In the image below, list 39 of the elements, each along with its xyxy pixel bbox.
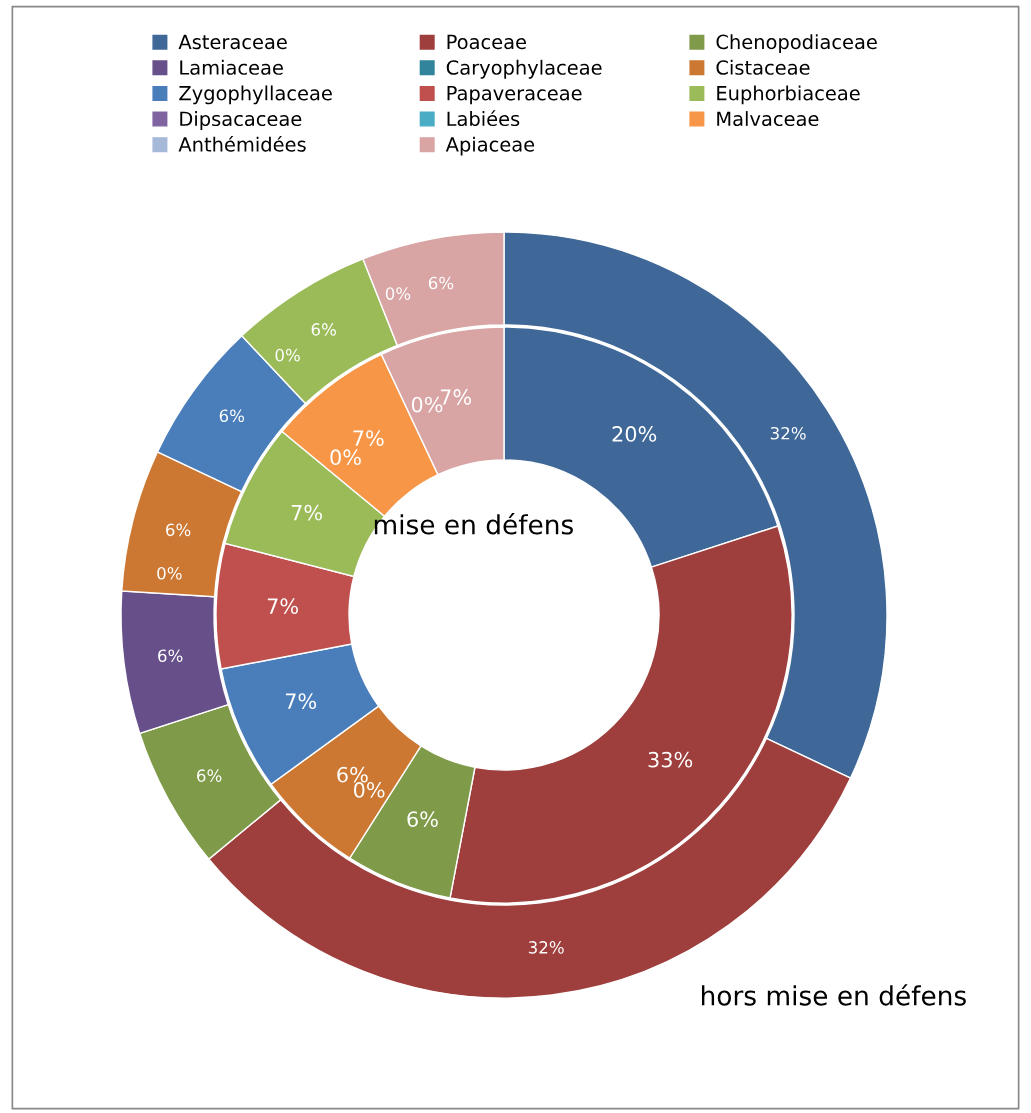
data-label: 32% — [770, 426, 806, 440]
data-label: 6% — [197, 769, 222, 782]
data-label: 7% — [285, 693, 317, 710]
legend-label: Dipsacaceae — [180, 111, 302, 130]
legend-label: Cistaceae — [716, 59, 810, 75]
data-label: 6% — [219, 409, 245, 423]
data-label: 6% — [407, 811, 438, 827]
data-label: 33% — [648, 751, 693, 768]
data-label: 6% — [337, 766, 368, 783]
text: 0% — [411, 396, 443, 413]
legend-label: Poaceae — [447, 34, 526, 50]
slice-label: hors mise en défens — [701, 984, 966, 1006]
data-label: 7% — [291, 504, 323, 521]
text: 0% — [353, 782, 385, 798]
data-label: 7% — [440, 389, 472, 405]
legend-label: Chenopodiaceae — [716, 34, 877, 54]
legend-label: Apiaceae — [445, 136, 535, 156]
data-label: 6% — [311, 323, 336, 336]
data-label: 6% — [158, 649, 183, 663]
legend-label: Papaveraceae — [447, 86, 582, 105]
legend-label: Zygophyllaceae — [179, 85, 332, 105]
legend-label: Labiées — [447, 110, 520, 127]
text: 0% — [385, 287, 411, 300]
data-label: 6% — [428, 276, 454, 290]
text: 0% — [330, 449, 361, 466]
legend-label: Euphorbiaceae — [717, 85, 860, 105]
legend-label: Caryophylaceae — [446, 59, 602, 79]
data-label: 20% — [612, 426, 657, 442]
data-label: 6% — [166, 523, 191, 537]
legend-label: Lamiaceae — [180, 59, 283, 75]
data-label: 7% — [267, 598, 298, 615]
text: 0% — [275, 348, 300, 362]
legend-label: Anthémidées — [178, 135, 306, 152]
legend-label: Asteraceae — [178, 34, 287, 50]
text: 0% — [157, 566, 182, 580]
legend-label: Malvaceae — [717, 111, 819, 127]
data-label: 7% — [353, 430, 384, 447]
slice-label: mise en défens — [374, 513, 573, 535]
data-label: 32% — [528, 941, 564, 954]
